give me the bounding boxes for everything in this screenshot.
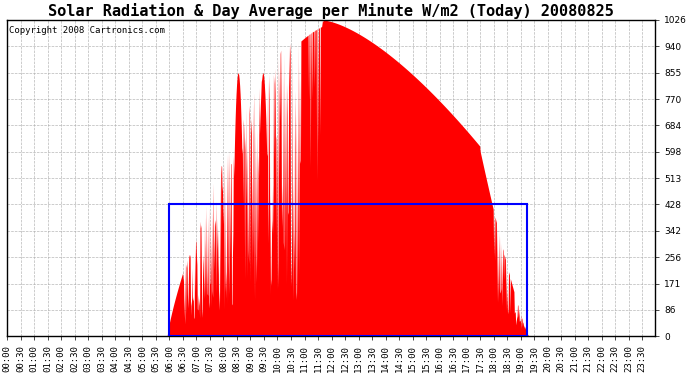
Bar xyxy=(170,204,527,336)
Title: Solar Radiation & Day Average per Minute W/m2 (Today) 20080825: Solar Radiation & Day Average per Minute… xyxy=(48,3,614,19)
Text: Copyright 2008 Cartronics.com: Copyright 2008 Cartronics.com xyxy=(8,26,164,35)
